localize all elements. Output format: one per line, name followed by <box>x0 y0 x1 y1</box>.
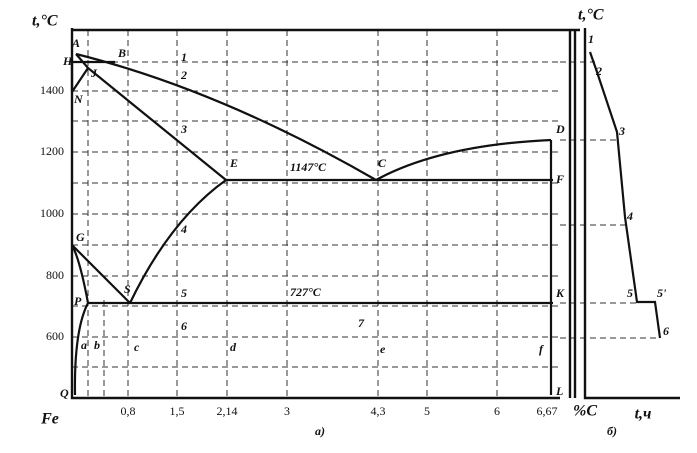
x-tick-label: 2,14 <box>217 404 238 418</box>
caption: а) <box>315 424 325 438</box>
alloy-letter: b <box>94 338 100 352</box>
alloy-letter: c <box>134 340 140 354</box>
x-tick-label: 1,5 <box>170 404 185 418</box>
alloy-point: 4 <box>180 222 187 236</box>
axes <box>70 28 680 400</box>
curve-point: 3 <box>618 124 625 138</box>
y-tick-label: 1200 <box>40 144 64 158</box>
x-tick-label: 3 <box>284 404 290 418</box>
x-tick-label: 0,8 <box>121 404 136 418</box>
point-label: L <box>555 384 563 398</box>
point-label: E <box>229 156 238 170</box>
y-tick-label: 1000 <box>40 206 64 220</box>
curve-point: 6 <box>663 324 669 338</box>
y-tick-label: 600 <box>46 329 64 343</box>
y-tick-label: 1400 <box>40 83 64 97</box>
alloy-letter: e <box>380 342 386 356</box>
curve-point: 4 <box>626 209 633 223</box>
origin-label: Fe <box>40 411 59 428</box>
cooling-curve <box>588 51 662 339</box>
grid-lines <box>72 30 560 398</box>
point-label: G <box>76 230 85 244</box>
x-tick-label: 6 <box>494 404 500 418</box>
alloy-point: 1 <box>181 50 187 64</box>
y-axis-label: t,°C <box>32 13 58 30</box>
alloy-point: 2 <box>180 68 187 82</box>
alloy-letter: a <box>81 338 87 352</box>
alloy-point: 5 <box>181 286 187 300</box>
alloy-point: 3 <box>180 122 187 136</box>
alloy-point: 6 <box>181 319 187 333</box>
x-axis-label: %C <box>573 403 597 420</box>
cooling-guides <box>560 61 660 339</box>
point-label: A <box>71 36 80 50</box>
point-label: K <box>555 286 565 300</box>
curve-point: 1 <box>588 32 594 46</box>
y-tick-label: 800 <box>46 268 64 282</box>
alloy-letter: d <box>230 340 237 354</box>
point-label: J <box>90 66 98 80</box>
x-axis-label: t,ч <box>635 406 652 423</box>
x-tick-label: 4,3 <box>371 404 386 418</box>
point-label: S <box>124 282 131 296</box>
curve-point: 5' <box>657 286 667 300</box>
point-label: B <box>117 46 126 60</box>
temperature-label: 727°C <box>290 285 322 299</box>
grid <box>72 30 660 398</box>
point-label: N <box>73 92 84 106</box>
point-label: F <box>555 172 564 186</box>
alloy-point: 7 <box>358 316 365 330</box>
temperature-label: 1147°C <box>290 160 327 174</box>
x-tick-label: 6,67 <box>537 404 558 418</box>
alloy-letter: f <box>539 342 544 356</box>
point-label: D <box>555 122 565 136</box>
point-label: C <box>378 156 387 170</box>
y-axis-label: t,°C <box>578 7 604 24</box>
point-label: Q <box>60 386 69 400</box>
point-label: H <box>62 54 73 68</box>
caption: б) <box>607 424 617 438</box>
x-tick-label: 5 <box>424 404 430 418</box>
point-label: P <box>74 294 82 308</box>
curve-point: 5 <box>627 286 633 300</box>
phase-lines <box>70 52 553 396</box>
curve-point: 2 <box>595 64 602 78</box>
